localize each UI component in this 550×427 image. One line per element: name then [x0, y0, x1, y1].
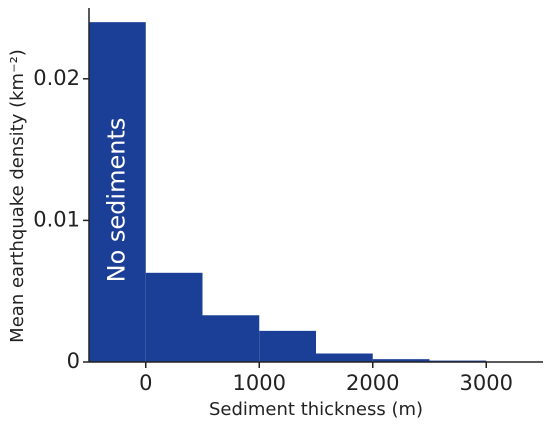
y-axis-label: Mean earthquake density (km⁻²): [7, 49, 28, 343]
bar: [89, 22, 146, 362]
x-tick-label: 2000: [346, 371, 399, 395]
annotation: No sediments: [102, 118, 130, 283]
bar: [202, 315, 260, 362]
bar: [259, 330, 316, 362]
bar: [145, 272, 203, 362]
y-tick-label: 0.02: [33, 66, 80, 90]
y-tick-label: 0.01: [33, 207, 80, 231]
x-tick-label: 0: [139, 371, 152, 395]
x-tick-label: 1000: [233, 371, 286, 395]
bar: [372, 359, 430, 362]
x-tick-label: 3000: [460, 371, 513, 395]
bar: [316, 353, 373, 362]
y-tick-label: 0: [67, 349, 80, 373]
x-axis-label: Sediment thickness (m): [209, 399, 423, 420]
